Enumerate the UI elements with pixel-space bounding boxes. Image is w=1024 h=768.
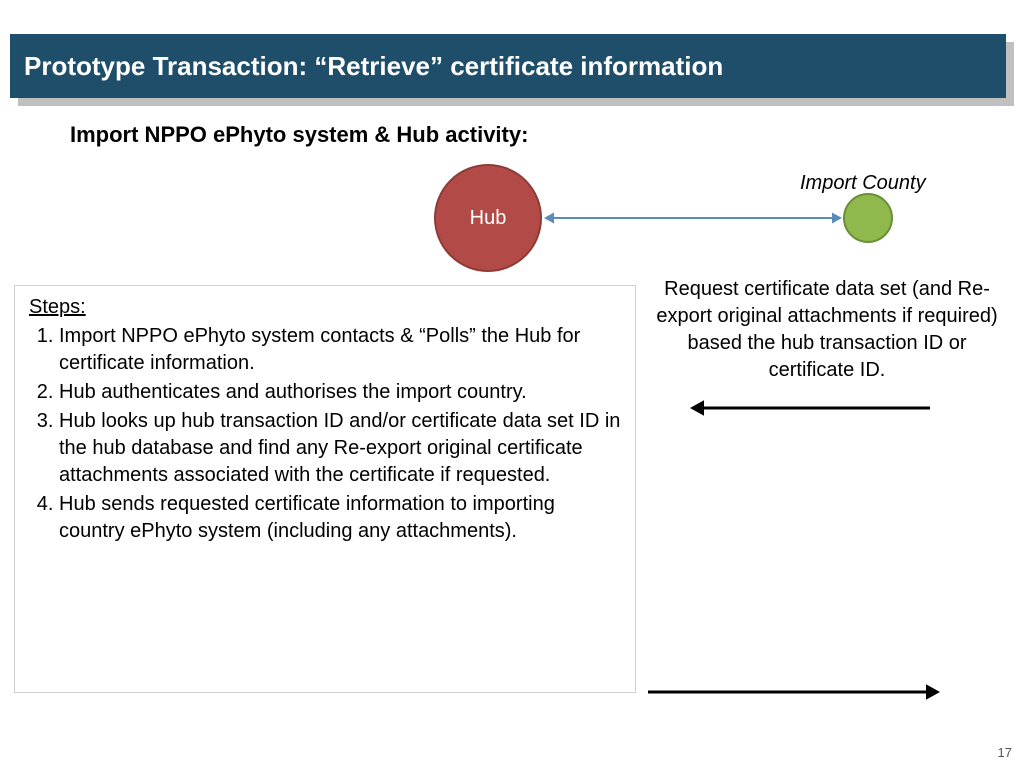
steps-box: Steps: Import NPPO ePhyto system contact… — [14, 285, 636, 693]
step-item: Hub authenticates and authorises the imp… — [59, 379, 621, 406]
step-item: Hub looks up hub transaction ID and/or c… — [59, 408, 621, 489]
slide-title: Prototype Transaction: “Retrieve” certif… — [24, 51, 723, 82]
page-number: 17 — [998, 745, 1012, 760]
steps-list: Import NPPO ePhyto system contacts & “Po… — [29, 323, 621, 545]
import-country-node — [843, 193, 893, 243]
hub-node: Hub — [434, 164, 542, 272]
import-country-label: Import County — [800, 172, 926, 195]
title-bar: Prototype Transaction: “Retrieve” certif… — [10, 34, 1006, 98]
step-item: Import NPPO ePhyto system contacts & “Po… — [59, 323, 621, 377]
steps-heading: Steps: — [29, 294, 621, 321]
slide-subtitle: Import NPPO ePhyto system & Hub activity… — [70, 122, 528, 148]
request-text: Request certificate data set (and Re-exp… — [654, 276, 1000, 384]
step-item: Hub sends requested certificate informat… — [59, 491, 621, 545]
hub-label: Hub — [470, 207, 507, 230]
